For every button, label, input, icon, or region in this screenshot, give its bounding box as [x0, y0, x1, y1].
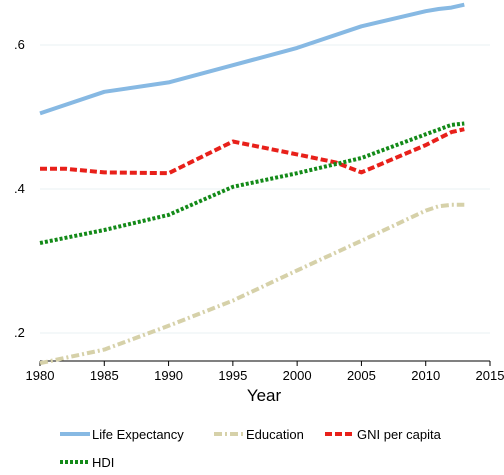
series-line-gni-per-capita [40, 127, 465, 176]
gridlines [40, 44, 490, 334]
x-tick-label: 1980 [26, 368, 55, 383]
x-tick-label: 1985 [90, 368, 119, 383]
legend-label: Education [246, 427, 304, 442]
y-tick-label: .4 [14, 181, 25, 196]
series-lines [39, 2, 465, 366]
series-line-hdi [39, 121, 465, 245]
legend-label: HDI [92, 455, 114, 470]
x-tick-label: 1990 [154, 368, 183, 383]
legend: Life Expectancy Education GNI per capita HD… [60, 427, 442, 470]
series-line-education [39, 202, 465, 366]
y-tick-labels: .2 .4 .6 [14, 37, 25, 340]
x-tick-label: 1995 [218, 368, 247, 383]
series-line-life-expectancy [39, 2, 465, 116]
x-axis-title: Year [247, 386, 282, 405]
x-tick-label: 2005 [347, 368, 376, 383]
y-tick-label: .6 [14, 37, 25, 52]
y-tick-label: .2 [14, 325, 25, 340]
x-tick-label: 2015 [476, 368, 504, 383]
legend-label: GNI per capita [357, 427, 442, 442]
legend-label: Life Expectancy [92, 427, 184, 442]
x-tick-labels: 1980 1985 1990 1995 2000 2005 2010 2015 [26, 361, 504, 383]
x-tick-label: 2000 [283, 368, 312, 383]
x-tick-label: 2010 [411, 368, 440, 383]
